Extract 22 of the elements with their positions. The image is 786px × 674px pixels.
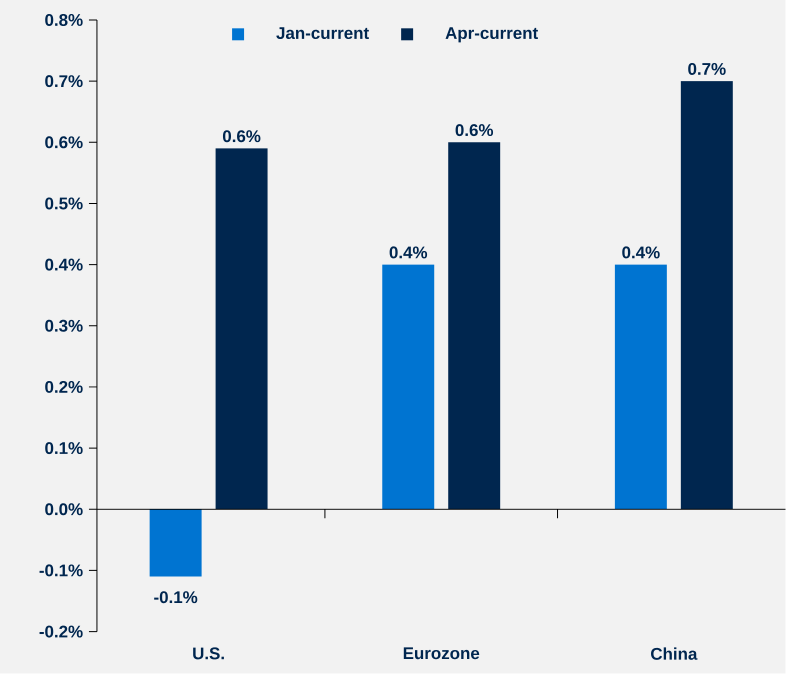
y-tick-label: 0.1% (45, 442, 83, 454)
data-label: 0.4% (390, 246, 428, 259)
data-label: 0.6% (456, 124, 494, 136)
y-tick-label: 0.5% (45, 198, 83, 210)
y-tick-label: -0.1% (40, 564, 83, 577)
y-tick-label: 0.8% (45, 14, 83, 26)
x-tick-label: China (651, 648, 698, 660)
data-label: 0.7% (688, 63, 726, 76)
y-tick-label: -0.2% (40, 626, 83, 638)
data-label: 0.4% (622, 246, 660, 259)
y-tick-label: 0.7% (45, 75, 83, 88)
y-tick-label: 0.6% (45, 136, 83, 149)
legend-label: Apr-current (446, 27, 538, 43)
legend-label: Jan-current (276, 27, 369, 40)
y-tick-label: 0.4% (45, 258, 83, 271)
y-tick-label: 0.3% (45, 320, 83, 332)
x-tick-label: U.S. (193, 648, 224, 660)
y-tick-label: 0.0% (45, 503, 83, 516)
data-label: -0.1% (154, 591, 198, 604)
data-label: 0.6% (222, 130, 260, 142)
x-tick-label: Eurozone (404, 648, 480, 660)
y-tick-label: 0.2% (45, 381, 83, 394)
